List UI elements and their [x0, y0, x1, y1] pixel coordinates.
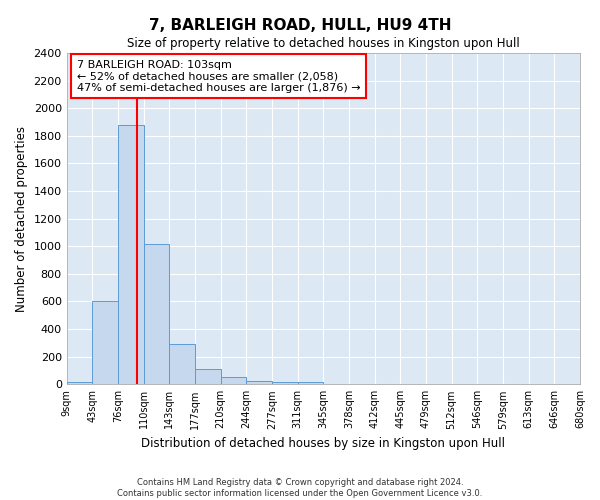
Bar: [298, 382, 323, 384]
Bar: [195, 369, 221, 384]
Y-axis label: Number of detached properties: Number of detached properties: [15, 126, 28, 312]
Bar: [92, 302, 118, 384]
X-axis label: Distribution of detached houses by size in Kingston upon Hull: Distribution of detached houses by size …: [142, 437, 505, 450]
Title: Size of property relative to detached houses in Kingston upon Hull: Size of property relative to detached ho…: [127, 38, 520, 51]
Bar: [118, 125, 143, 384]
Bar: [143, 244, 169, 384]
Bar: [169, 344, 195, 384]
Text: 7, BARLEIGH ROAD, HULL, HU9 4TH: 7, BARLEIGH ROAD, HULL, HU9 4TH: [149, 18, 451, 32]
Text: 7 BARLEIGH ROAD: 103sqm
← 52% of detached houses are smaller (2,058)
47% of semi: 7 BARLEIGH ROAD: 103sqm ← 52% of detache…: [77, 60, 361, 93]
Text: Contains HM Land Registry data © Crown copyright and database right 2024.
Contai: Contains HM Land Registry data © Crown c…: [118, 478, 482, 498]
Bar: [67, 382, 92, 384]
Bar: [247, 381, 272, 384]
Bar: [221, 378, 247, 384]
Bar: [272, 382, 298, 384]
